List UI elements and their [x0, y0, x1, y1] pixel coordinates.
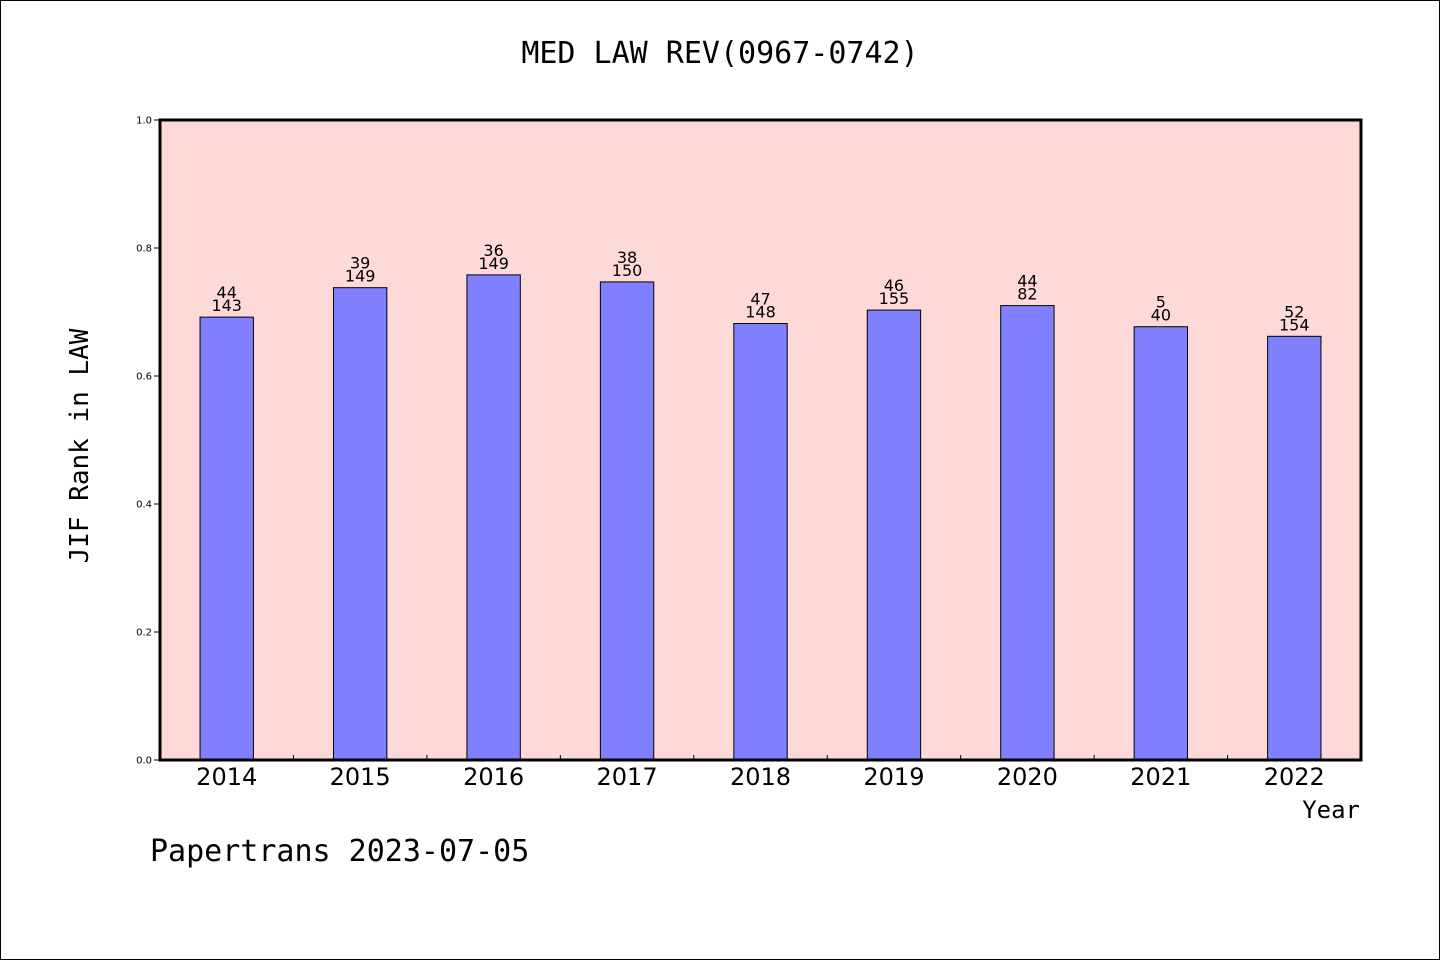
bar-2020: [1000, 305, 1055, 761]
bar-label-total: 149: [345, 267, 376, 286]
bar-label-total: 149: [478, 254, 509, 273]
plot-border: [158, 118, 1363, 762]
y-tick-label: 0.4: [136, 500, 152, 511]
bar-label-rank: 44: [1017, 272, 1037, 291]
x-tick-label: 2017: [597, 763, 658, 791]
x-tick-label: 2015: [330, 763, 391, 791]
bar-2021: [1133, 326, 1189, 761]
bar-2019: [866, 309, 922, 761]
chart-title: MED LAW REV(0967-0742): [521, 36, 919, 71]
y-tick-label: 1.0: [136, 116, 152, 127]
bar-label-total: 154: [1279, 315, 1310, 334]
footer-note: Papertrans 2023-07-05: [150, 834, 530, 869]
bar-label-total: 40: [1151, 306, 1171, 325]
x-tick-label: 2019: [863, 763, 924, 791]
bar-label-total: 82: [1017, 285, 1037, 304]
bar-label-total: 150: [612, 261, 643, 280]
bar-2014: [199, 316, 254, 761]
bar-label-rank: 39: [350, 254, 370, 273]
x-tick-label: 2021: [1130, 763, 1191, 791]
x-tick-label: 2014: [196, 763, 257, 791]
x-axis-label: Year: [1302, 796, 1360, 824]
bar-label-rank: 47: [750, 290, 770, 309]
bar-label-rank: 46: [884, 276, 904, 295]
bar-2016: [466, 274, 521, 761]
x-tick-label: 2018: [730, 763, 791, 791]
bar-label-total: 155: [879, 289, 910, 308]
bar-label-rank: 5: [1156, 293, 1166, 312]
bar-label-rank: 36: [483, 241, 503, 260]
bar-2022: [1267, 335, 1322, 761]
y-tick-label: 0.2: [136, 628, 152, 639]
bar-label-total: 148: [745, 303, 776, 322]
x-tick-label: 2022: [1264, 763, 1325, 791]
y-tick-label: 0.8: [136, 244, 152, 255]
bar-2015: [332, 287, 388, 761]
y-tick-label: 0.6: [136, 372, 152, 383]
bar-label-rank: 38: [617, 248, 637, 267]
bar-label-total: 143: [211, 296, 242, 315]
bar-2017: [599, 281, 655, 761]
y-tick-label: 0.0: [136, 756, 152, 767]
bar-2018: [733, 323, 788, 761]
x-tick-label: 2020: [997, 763, 1058, 791]
bar-label-rank: 52: [1284, 302, 1304, 321]
bar-label-rank: 44: [217, 283, 237, 302]
x-tick-label: 2016: [463, 763, 524, 791]
